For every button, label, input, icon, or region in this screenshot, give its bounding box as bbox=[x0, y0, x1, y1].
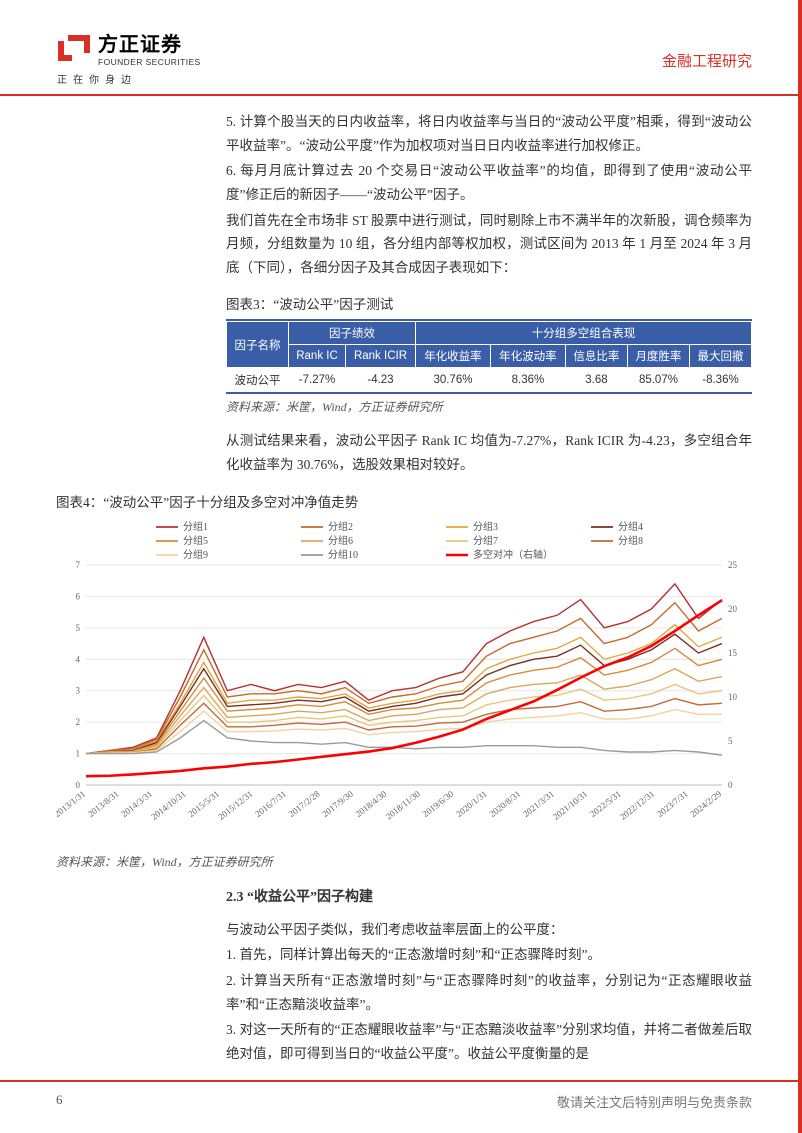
svg-text:2020/1/31: 2020/1/31 bbox=[454, 788, 489, 818]
svg-text:5: 5 bbox=[76, 622, 81, 632]
figure4-source: 资料来源：米筐，Wind，方正证券研究所 bbox=[56, 853, 752, 870]
svg-text:2017/9/30: 2017/9/30 bbox=[320, 788, 355, 819]
svg-text:10: 10 bbox=[728, 692, 738, 702]
logo-tagline: 正在你身边 bbox=[57, 71, 201, 86]
svg-text:15: 15 bbox=[728, 648, 738, 658]
para-9: 与波动公平因子类似，我们考虑收益率层面上的公平度： bbox=[226, 918, 752, 942]
svg-text:2022/12/31: 2022/12/31 bbox=[618, 788, 656, 821]
logo-cn-text: 方正证券 bbox=[98, 28, 201, 57]
th-sub: 月度胜率 bbox=[627, 345, 689, 368]
body-block-1: 5. 计算个股当天的日内收益率，将日内收益率与当日的“波动公平度”相乘，得到“波… bbox=[226, 110, 752, 279]
svg-text:分组1: 分组1 bbox=[183, 520, 208, 533]
svg-text:分组4: 分组4 bbox=[618, 520, 643, 533]
svg-text:分组7: 分组7 bbox=[473, 534, 498, 547]
td-value: -7.27% bbox=[289, 368, 346, 393]
para-10: 1. 首先，同样计算出每天的“正态激增时刻”和“正态骤降时刻”。 bbox=[226, 943, 752, 967]
figure4-title: 图表4：“波动公平”因子十分组及多空对冲净值走势 bbox=[56, 491, 752, 511]
svg-text:分组10: 分组10 bbox=[328, 548, 358, 561]
svg-text:2023/7/31: 2023/7/31 bbox=[655, 788, 690, 818]
page-number: 6 bbox=[56, 1092, 63, 1111]
para-11: 2. 计算当天所有“正态激增时刻”与“正态骤降时刻”的收益率，分别记为“正态耀眼… bbox=[226, 969, 752, 1016]
th-sub: Rank IC bbox=[289, 345, 346, 368]
svg-text:2018/11/30: 2018/11/30 bbox=[384, 788, 423, 821]
table3: 因子名称 因子绩效 十分组多空组合表现 Rank ICRank ICIR年化收益… bbox=[226, 319, 752, 394]
svg-text:多空对冲（右轴）: 多空对冲（右轴） bbox=[473, 548, 553, 561]
th-perf: 因子绩效 bbox=[289, 322, 416, 345]
td-value: 8.36% bbox=[490, 368, 565, 393]
right-border-accent bbox=[798, 0, 802, 1133]
figure3-source: 资料来源：米筐，Wind，方正证券研究所 bbox=[226, 398, 752, 415]
section-2-3-heading: 2.3 “收益公平”因子构建 bbox=[226, 886, 752, 906]
td-name: 波动公平 bbox=[227, 368, 289, 393]
svg-text:7: 7 bbox=[76, 560, 81, 570]
svg-text:2017/2/28: 2017/2/28 bbox=[287, 788, 322, 819]
figure4-chart: 0123456705101520252013/1/312013/8/312014… bbox=[56, 517, 752, 847]
svg-text:分组9: 分组9 bbox=[183, 548, 208, 561]
svg-text:1: 1 bbox=[76, 748, 81, 758]
td-value: 30.76% bbox=[415, 368, 490, 393]
td-value: 3.68 bbox=[565, 368, 627, 393]
page-header: 方正证券 FOUNDER SECURITIES 正在你身边 金融工程研究 bbox=[0, 0, 802, 96]
svg-text:20: 20 bbox=[728, 604, 738, 614]
logo-en-text: FOUNDER SECURITIES bbox=[98, 57, 201, 67]
para-7: 我们首先在全市场非 ST 股票中进行测试，同时剔除上市不满半年的次新股，调仓频率… bbox=[226, 209, 752, 280]
th-decile: 十分组多空组合表现 bbox=[415, 322, 751, 345]
th-sub: 最大回撤 bbox=[689, 345, 751, 368]
svg-text:5: 5 bbox=[728, 736, 733, 746]
svg-text:2019/6/30: 2019/6/30 bbox=[421, 788, 456, 819]
svg-text:分组3: 分组3 bbox=[473, 520, 498, 533]
svg-text:2013/8/31: 2013/8/31 bbox=[86, 788, 121, 818]
td-value: 85.07% bbox=[627, 368, 689, 393]
logo-block: 方正证券 FOUNDER SECURITIES 正在你身边 bbox=[56, 28, 201, 86]
svg-text:3: 3 bbox=[76, 685, 81, 695]
svg-text:2020/8/31: 2020/8/31 bbox=[487, 788, 522, 818]
svg-text:分组6: 分组6 bbox=[328, 534, 353, 547]
svg-text:分组8: 分组8 bbox=[618, 534, 643, 547]
td-value: -4.23 bbox=[346, 368, 416, 393]
svg-text:2014/10/31: 2014/10/31 bbox=[149, 788, 187, 821]
th-sub: Rank ICIR bbox=[346, 345, 416, 368]
svg-text:4: 4 bbox=[76, 654, 81, 664]
page-footer: 6 敬请关注文后特别声明与免责条款 bbox=[0, 1080, 802, 1133]
svg-text:25: 25 bbox=[728, 560, 738, 570]
svg-text:0: 0 bbox=[728, 780, 733, 790]
th-sub: 年化收益率 bbox=[415, 345, 490, 368]
svg-text:2013/1/31: 2013/1/31 bbox=[56, 788, 87, 818]
figure3-title: 图表3：“波动公平”因子测试 bbox=[226, 293, 752, 313]
svg-text:6: 6 bbox=[76, 591, 81, 601]
svg-text:分组5: 分组5 bbox=[183, 534, 208, 547]
th-sub: 信息比率 bbox=[565, 345, 627, 368]
para-8: 从测试结果来看，波动公平因子 Rank IC 均值为-7.27%，Rank IC… bbox=[226, 429, 752, 476]
founder-logo-icon bbox=[56, 33, 92, 63]
para-12: 3. 对这一天所有的“正态耀眼收益率”与“正态黯淡收益率”分别求均值，并将二者做… bbox=[226, 1018, 752, 1065]
para-5: 5. 计算个股当天的日内收益率，将日内收益率与当日的“波动公平度”相乘，得到“波… bbox=[226, 110, 752, 157]
svg-text:2024/2/29: 2024/2/29 bbox=[688, 788, 723, 819]
body-block-2: 从测试结果来看，波动公平因子 Rank IC 均值为-7.27%，Rank IC… bbox=[226, 429, 752, 476]
th-sub: 年化波动率 bbox=[490, 345, 565, 368]
svg-text:分组2: 分组2 bbox=[328, 520, 353, 533]
body-block-3: 与波动公平因子类似，我们考虑收益率层面上的公平度： 1. 首先，同样计算出每天的… bbox=[226, 918, 752, 1066]
svg-text:2: 2 bbox=[76, 717, 81, 727]
td-value: -8.36% bbox=[689, 368, 751, 393]
th-factor: 因子名称 bbox=[227, 322, 289, 368]
svg-text:2016/7/31: 2016/7/31 bbox=[253, 788, 288, 818]
svg-text:2021/10/31: 2021/10/31 bbox=[551, 788, 589, 821]
footer-disclaimer: 敬请关注文后特别声明与免责条款 bbox=[557, 1092, 752, 1111]
header-category: 金融工程研究 bbox=[662, 50, 752, 71]
para-6: 6. 每月月底计算过去 20 个交易日“波动公平收益率”的均值，即得到了使用“波… bbox=[226, 159, 752, 206]
content-area: 5. 计算个股当天的日内收益率，将日内收益率与当日的“波动公平度”相乘，得到“波… bbox=[0, 96, 802, 1065]
svg-text:2015/12/31: 2015/12/31 bbox=[216, 788, 254, 821]
